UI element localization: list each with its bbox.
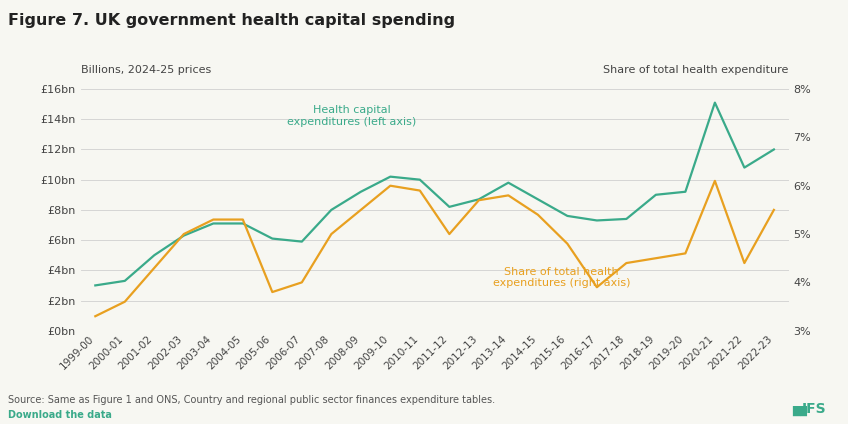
Text: Health capital
expenditures (left axis): Health capital expenditures (left axis) (287, 105, 416, 127)
Text: Download the data: Download the data (8, 410, 112, 420)
Text: Share of total health expenditure: Share of total health expenditure (603, 65, 789, 75)
Text: IFS: IFS (802, 402, 827, 416)
Text: Share of total health
expenditures (right axis): Share of total health expenditures (righ… (493, 267, 630, 288)
Text: ██: ██ (792, 405, 807, 416)
Text: Figure 7. UK government health capital spending: Figure 7. UK government health capital s… (8, 13, 455, 28)
Text: Source: Same as Figure 1 and ONS, Country and regional public sector finances ex: Source: Same as Figure 1 and ONS, Countr… (8, 395, 495, 405)
Text: Billions, 2024-25 prices: Billions, 2024-25 prices (81, 65, 211, 75)
